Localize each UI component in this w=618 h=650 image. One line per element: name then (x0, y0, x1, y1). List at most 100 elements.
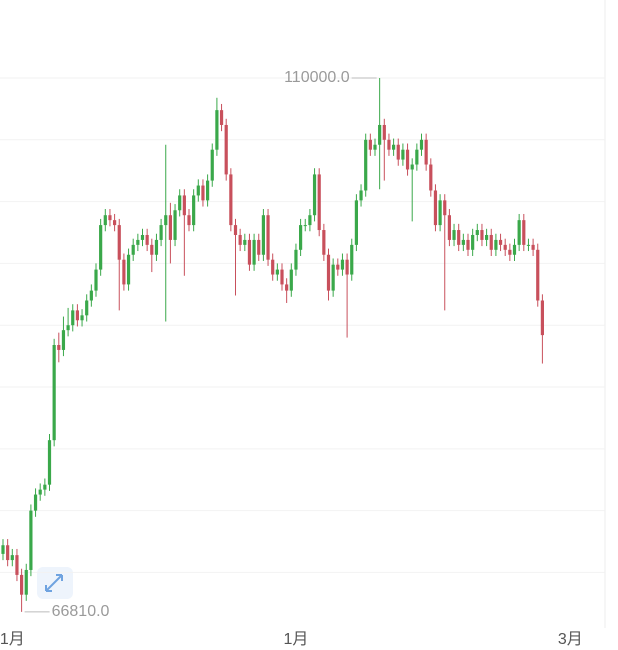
candle-body (233, 225, 238, 235)
candle-body (354, 200, 358, 245)
candle-body (99, 225, 103, 270)
candle-body (219, 110, 224, 125)
candle-body (238, 234, 242, 245)
candle-body (117, 225, 121, 260)
candle-body (122, 259, 126, 285)
candle-body (512, 244, 517, 255)
candle-body (392, 144, 396, 150)
candle-body (308, 215, 312, 226)
candle-body (415, 149, 419, 165)
candle-body (517, 220, 521, 245)
candle-body (345, 259, 349, 275)
candle-body (317, 174, 321, 231)
candle-body (447, 215, 451, 240)
candle-body (108, 215, 112, 221)
candle-body (540, 300, 544, 336)
candle-body (145, 234, 149, 245)
candle-body (457, 230, 461, 245)
candle-body (168, 215, 172, 240)
candle-body (261, 215, 265, 255)
candle-body (433, 190, 438, 226)
candle-body (33, 494, 38, 511)
candle-body (429, 164, 433, 191)
candle-body (373, 144, 377, 150)
candle-body (89, 290, 93, 301)
candle-body (466, 239, 470, 250)
candle-body (150, 244, 154, 255)
candle-body (494, 239, 498, 250)
candle-body (271, 259, 275, 275)
candle-body (20, 574, 24, 595)
candle-body (401, 149, 405, 160)
candle-body (461, 239, 465, 245)
candle-body (275, 269, 279, 275)
expand-icon (45, 574, 63, 592)
candle-body (38, 489, 42, 495)
candle-body (85, 300, 89, 316)
candle-body (243, 239, 247, 245)
candle-body (201, 185, 205, 201)
candle-body (75, 310, 79, 321)
candle-body (382, 124, 386, 140)
candle-body (285, 284, 289, 291)
candle-body (164, 215, 168, 226)
candle-body (419, 139, 424, 150)
candle-body (94, 269, 98, 291)
candle-body (312, 174, 317, 216)
candle-body (471, 234, 475, 250)
x-tick-label: 1月 (283, 631, 308, 648)
candle-body (475, 230, 479, 235)
candle-body (359, 190, 363, 201)
candle-body (10, 555, 14, 561)
expand-button[interactable] (37, 567, 73, 599)
candle-body (131, 244, 135, 255)
annotation-label: 66810.0 (52, 603, 110, 620)
candle-body (80, 315, 84, 321)
candle-body (531, 244, 535, 250)
candle-body (280, 269, 284, 285)
candle-body (396, 144, 400, 160)
candle-body (364, 139, 368, 191)
candle-body (140, 234, 145, 240)
candle-body (178, 195, 182, 211)
candle-body (522, 220, 526, 245)
candle-body (443, 200, 447, 216)
candle-body (322, 230, 326, 255)
candle-body (1, 545, 5, 554)
candle-body (480, 230, 484, 240)
candle-body (57, 344, 61, 350)
candle-body (136, 239, 140, 245)
candle-body (229, 174, 233, 226)
candle-body (331, 264, 335, 291)
candle-body (387, 139, 391, 150)
candle-body (489, 234, 493, 250)
candle-body (378, 124, 382, 145)
candle-body (289, 269, 293, 291)
candle-body (438, 200, 442, 226)
candle-body (210, 149, 214, 181)
candle-body (498, 239, 503, 245)
candle-body (187, 215, 191, 226)
candle-body (326, 254, 331, 291)
candle-body (405, 149, 410, 170)
plot: 1月 1月 3月 110000.0 66810.0 (0, 69, 605, 648)
candle-body (47, 440, 52, 485)
candle-body (503, 244, 507, 250)
candle-body (113, 220, 117, 226)
candle-body (215, 110, 219, 150)
candle-body (182, 195, 186, 216)
candle-body (266, 215, 270, 260)
candle-body (173, 210, 177, 240)
candle-body (536, 249, 540, 301)
candle-body (257, 239, 261, 255)
candle-body (340, 259, 345, 270)
candle-body (61, 330, 66, 350)
candle-body (206, 180, 210, 201)
candle-body (452, 230, 456, 240)
candle-body (196, 185, 200, 196)
candle-body (29, 510, 33, 570)
candle-body (159, 225, 163, 240)
candle-body (294, 249, 298, 270)
candle-body (485, 234, 489, 240)
